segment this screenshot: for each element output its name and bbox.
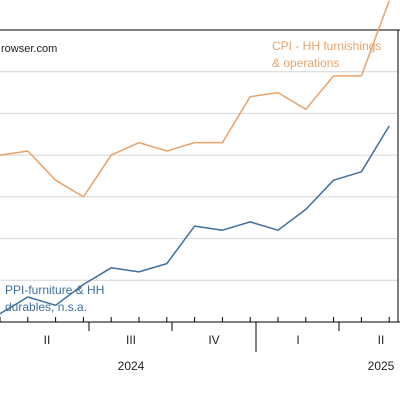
series-lines xyxy=(0,0,390,315)
plot-area xyxy=(0,30,400,322)
ppi-legend-line-1: PPI-furniture & HH xyxy=(5,283,104,297)
ppi-legend-label: PPI-furniture & HH durables, n.s.a. xyxy=(5,283,108,314)
x-axis-ticks xyxy=(0,317,390,352)
x-tick-label-3: I xyxy=(296,333,299,347)
cpi-legend-line-1: CPI - HH furnishings xyxy=(272,39,381,53)
gridlines xyxy=(0,71,398,281)
x-tick-label-0: II xyxy=(44,333,51,347)
cpi-legend-line-2: & operations xyxy=(272,56,339,70)
ppi-series-line xyxy=(0,125,390,315)
x-tick-label-2: IV xyxy=(208,333,219,347)
cpi-series-line xyxy=(0,0,390,198)
ppi-legend-line-2: durables, n.s.a. xyxy=(5,300,87,314)
cpi-legend-label: CPI - HH furnishings & operations xyxy=(272,39,385,70)
x-tick-label-1: III xyxy=(126,333,136,347)
year-label-2025: 2025 xyxy=(368,359,395,373)
source-watermark: rowser.com xyxy=(1,43,57,55)
year-label-2024: 2024 xyxy=(118,359,145,373)
x-tick-label-4: II xyxy=(378,333,385,347)
